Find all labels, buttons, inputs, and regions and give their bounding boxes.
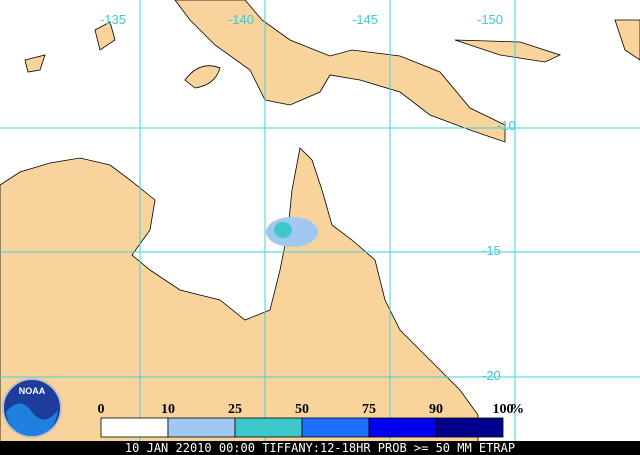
logo-text: NOAA (19, 386, 46, 396)
legend-label: 100 (493, 402, 514, 417)
legend-label: 50 (295, 402, 309, 417)
legend: 0 10 25 50 75 90 100% (98, 402, 524, 438)
prob-10 (266, 217, 318, 247)
lat-label: -20 (482, 368, 501, 383)
legend-label: 75 (362, 402, 376, 417)
graticule (0, 0, 640, 441)
legend-swatch (368, 417, 437, 438)
logo-wave (6, 403, 58, 436)
lon-label: -150 (477, 12, 503, 27)
legend-label: 0 (98, 402, 105, 417)
lat-label: -15 (482, 243, 501, 258)
probability-area (266, 217, 318, 247)
legend-swatch (167, 417, 236, 438)
legend-swatch (301, 417, 370, 438)
legend-swatch (435, 417, 504, 438)
prob-25 (274, 222, 292, 238)
lat-label: -10 (497, 118, 516, 133)
lon-label: -135 (100, 12, 126, 27)
footer-bar (0, 441, 640, 455)
legend-label: 10 (161, 402, 175, 417)
noaa-logo: NOAA (2, 378, 62, 438)
legend-swatch (234, 417, 303, 438)
legend-unit: % (510, 402, 524, 417)
legend-label: 25 (228, 402, 242, 417)
footer-text: 10 JAN 22010 00:00 TIFFANY:12-18HR PROB … (125, 441, 515, 455)
legend-swatch (100, 417, 169, 438)
lon-label: -145 (352, 12, 378, 27)
legend-label: 90 (429, 402, 443, 417)
lon-label: -140 (228, 12, 254, 27)
